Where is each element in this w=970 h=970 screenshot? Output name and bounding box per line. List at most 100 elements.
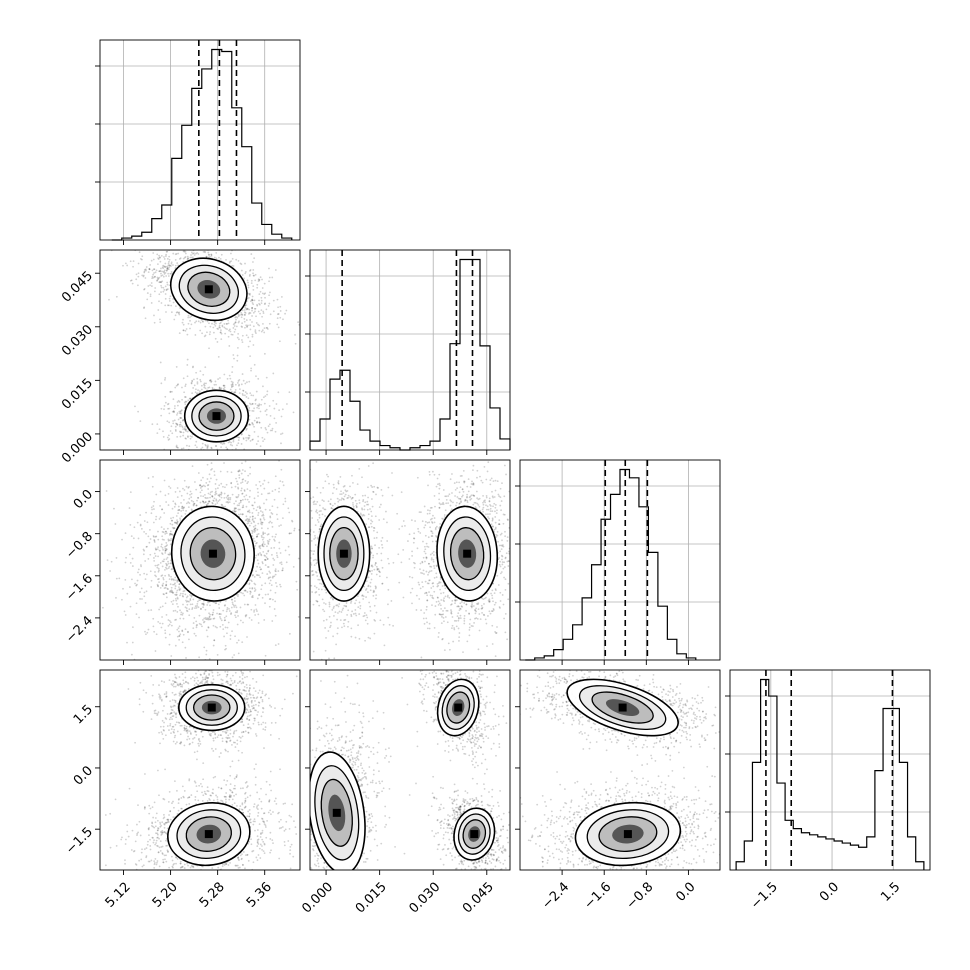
scatter-point xyxy=(175,305,177,308)
scatter-point xyxy=(246,679,248,681)
scatter-point xyxy=(261,584,263,587)
scatter-point xyxy=(284,312,286,315)
scatter-point xyxy=(162,578,165,581)
scatter-point xyxy=(172,610,175,612)
scatter-point xyxy=(173,505,176,508)
scatter-point xyxy=(281,517,284,520)
scatter-point xyxy=(222,485,224,488)
scatter-point xyxy=(275,570,277,573)
scatter-point xyxy=(158,318,161,321)
scatter-point xyxy=(233,606,236,608)
scatter-point xyxy=(244,479,247,482)
scatter-point xyxy=(168,590,171,593)
scatter-point xyxy=(278,541,281,544)
scatter-point xyxy=(175,594,178,597)
scatter-point xyxy=(252,344,255,346)
scatter-point xyxy=(135,584,138,587)
scatter-point xyxy=(164,293,167,295)
scatter-point xyxy=(239,262,242,265)
scatter-point xyxy=(183,401,186,404)
scatter-point xyxy=(301,324,303,326)
scatter-point xyxy=(233,510,236,513)
scatter-point xyxy=(161,605,164,608)
scatter-point xyxy=(157,563,160,566)
scatter-point xyxy=(186,610,189,613)
scatter-point xyxy=(155,493,158,496)
scatter-point xyxy=(261,543,264,546)
scatter-point xyxy=(163,273,166,275)
scatter-point xyxy=(150,259,153,262)
scatter-point xyxy=(227,498,230,501)
scatter-point xyxy=(210,446,213,449)
scatter-point xyxy=(257,491,259,494)
scatter-point xyxy=(139,523,142,526)
scatter-point xyxy=(233,508,236,511)
scatter-point xyxy=(192,387,195,389)
scatter-point xyxy=(144,602,147,604)
scatter-point xyxy=(259,518,262,520)
scatter-point xyxy=(171,603,174,606)
scatter-point xyxy=(186,258,189,261)
scatter-point xyxy=(209,457,211,459)
scatter-point xyxy=(269,291,271,294)
scatter-point xyxy=(178,311,181,314)
scatter-point xyxy=(262,322,264,325)
scatter-point xyxy=(237,593,239,596)
scatter-point xyxy=(277,643,280,645)
scatter-point xyxy=(182,509,185,512)
scatter-point xyxy=(168,255,171,258)
scatter-point xyxy=(208,322,210,325)
scatter-point xyxy=(218,484,221,487)
scatter-point xyxy=(244,615,247,618)
scatter-point xyxy=(218,386,221,389)
scatter-point xyxy=(170,425,173,428)
scatter-point xyxy=(140,564,142,566)
scatter-point xyxy=(130,279,133,282)
scatter-point xyxy=(230,384,233,386)
scatter-point xyxy=(269,589,272,592)
scatter-point xyxy=(243,394,246,397)
scatter-point xyxy=(215,490,217,493)
scatter-point xyxy=(200,479,203,482)
scatter-point xyxy=(163,256,165,258)
scatter-point xyxy=(174,253,177,256)
scatter-point xyxy=(243,320,246,323)
scatter-point xyxy=(190,382,193,385)
scatter-point xyxy=(115,577,118,580)
scatter-point xyxy=(189,451,191,453)
scatter-point xyxy=(199,483,202,486)
scatter-point xyxy=(223,604,226,607)
scatter-point xyxy=(175,593,178,596)
scatter-point xyxy=(191,366,194,369)
scatter-point xyxy=(264,582,267,585)
scatter-point xyxy=(285,561,288,564)
scatter-point xyxy=(132,265,134,268)
scatter-point xyxy=(256,565,259,568)
scatter-point xyxy=(268,521,271,524)
scatter-point xyxy=(205,245,207,247)
scatter-point xyxy=(255,332,257,335)
scatter-point xyxy=(183,427,186,430)
scatter-point xyxy=(257,495,259,497)
scatter-point xyxy=(172,516,175,519)
scatter-point xyxy=(176,311,179,314)
scatter-point xyxy=(262,531,265,534)
scatter-point xyxy=(247,336,250,339)
scatter-point xyxy=(122,264,124,267)
scatter-point xyxy=(229,388,232,391)
scatter-point xyxy=(222,384,225,387)
scatter-point xyxy=(190,323,193,326)
scatter-point xyxy=(249,590,252,593)
scatter-point xyxy=(180,431,183,434)
scatter-point xyxy=(237,450,239,452)
scatter-point xyxy=(267,533,270,535)
scatter-point xyxy=(163,408,165,411)
scatter-point xyxy=(275,422,278,424)
scatter-point xyxy=(195,488,198,491)
scatter-point xyxy=(219,613,222,616)
scatter-point xyxy=(238,379,241,381)
scatter-point xyxy=(241,498,244,501)
scatter-point xyxy=(297,557,300,560)
scatter-point xyxy=(142,275,145,278)
scatter-point xyxy=(230,260,233,263)
